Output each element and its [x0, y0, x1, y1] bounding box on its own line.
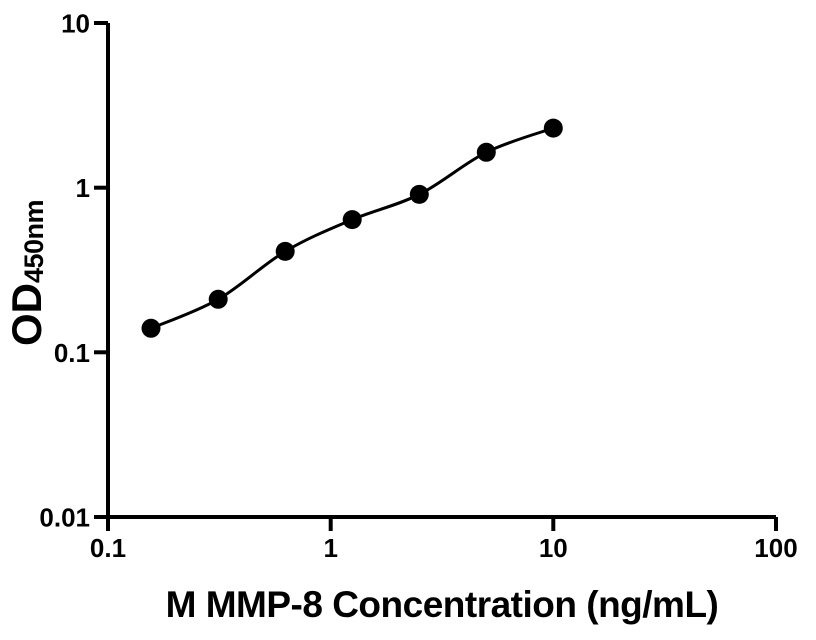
y-axis-title-text: OD [3, 283, 50, 347]
data-point [275, 241, 295, 261]
data-point [409, 184, 429, 204]
data-point [476, 142, 496, 162]
y-tick-label: 0.1 [54, 338, 90, 368]
y-axis-title: OD450nm [3, 199, 50, 347]
y-tick-label: 10 [61, 9, 90, 39]
data-point [342, 210, 362, 230]
y-tick-label: 1 [76, 173, 90, 203]
data-point [208, 289, 228, 309]
axis-line [106, 23, 776, 519]
x-tick-label: 100 [754, 533, 797, 563]
data-point [543, 118, 563, 138]
x-tick-label: 0.1 [90, 533, 126, 563]
y-axis-title-subscript: 450nm [19, 199, 49, 284]
y-tick-label: 0.01 [39, 503, 90, 533]
data-point [141, 318, 161, 338]
x-tick-label: 10 [539, 533, 568, 563]
x-axis-title-text: M MMP-8 Concentration (ng/mL) [165, 584, 719, 625]
x-tick-label: 1 [323, 533, 337, 563]
x-axis-title: M MMP-8 Concentration (ng/mL) [108, 584, 776, 626]
